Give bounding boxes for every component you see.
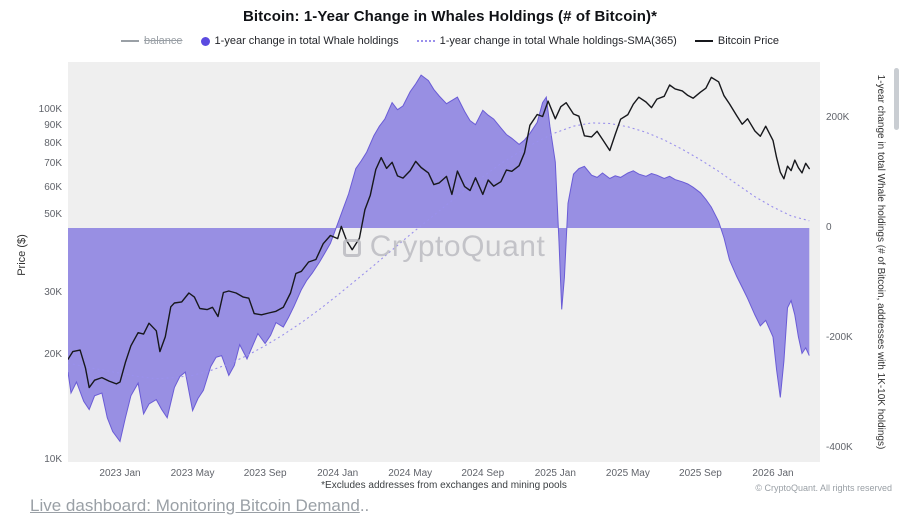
legend-item-label: Bitcoin Price xyxy=(717,35,779,47)
right-axis-tick-label: -200K xyxy=(826,332,853,343)
right-axis-tick-label: 0 xyxy=(826,222,832,233)
left-axis-tick-label: 90K xyxy=(44,120,62,131)
legend-dot-marker-icon xyxy=(200,36,210,46)
legend-line-marker-icon xyxy=(121,40,139,42)
legend: balance 1-year change in total Whale hold… xyxy=(0,33,900,49)
left-axis-tick-label: 100K xyxy=(38,104,62,115)
right-axis-tick-label: -400K xyxy=(826,442,853,453)
x-axis-tick-label: 2024 Sep xyxy=(461,468,505,479)
left-axis-tick-label: 80K xyxy=(44,137,62,149)
x-axis-tick-label: 2025 Sep xyxy=(679,468,722,479)
x-axis-tick-label: 2025 May xyxy=(605,468,650,479)
x-axis-tick-label: 2023 May xyxy=(170,468,215,479)
x-axis-tick-label: 2023 Jan xyxy=(99,468,141,479)
legend-item[interactable]: Bitcoin Price xyxy=(694,35,779,47)
left-axis-tick-label: 10K xyxy=(44,454,62,465)
x-axis-tick-label: 2024 Jan xyxy=(317,468,359,479)
legend-item[interactable]: 1-year change in total Whale holdings xyxy=(200,35,399,47)
left-axis-title: Price ($) xyxy=(16,234,28,276)
left-axis-tick-label: 20K xyxy=(44,348,62,360)
live-dashboard-link-text: Live dashboard: Monitoring Bitcoin Deman… xyxy=(30,496,360,515)
legend-dotted-line-marker-icon xyxy=(416,40,435,42)
left-axis-tick-label: 50K xyxy=(44,209,62,221)
left-axis-tick-label: 30K xyxy=(44,287,62,298)
legend-item[interactable]: balance xyxy=(121,35,183,47)
right-axis-tick-label: 200K xyxy=(826,112,850,123)
legend-item-label: 1-year change in total Whale holdings xyxy=(214,35,399,47)
live-dashboard-link-suffix: .. xyxy=(359,496,370,515)
legend-line-marker-icon xyxy=(694,40,713,42)
whale-change-area xyxy=(68,75,810,442)
legend-item[interactable]: 1-year change in total Whale holdings-SM… xyxy=(416,35,677,47)
x-axis-tick-label: 2025 Jan xyxy=(534,468,576,479)
legend-item-label: 1-year change in total Whale holdings-SM… xyxy=(439,35,677,47)
bitcoin-price-line xyxy=(68,76,810,389)
copyright-notice: © CryptoQuant. All rights reserved xyxy=(755,483,892,493)
chart-title: Bitcoin: 1-Year Change in Whales Holding… xyxy=(242,8,658,25)
left-axis-tick-label: 70K xyxy=(44,158,62,170)
x-axis-tick-label: 2024 May xyxy=(388,468,433,479)
legend-item-label: balance xyxy=(144,35,183,47)
live-dashboard-link[interactable]: Live dashboard: Monitoring Bitcoin Deman… xyxy=(30,496,369,516)
x-axis-tick-label: 2023 Sep xyxy=(243,468,287,479)
plot-svg[interactable] xyxy=(68,62,820,462)
x-axis-tick-label: 2026 Jan xyxy=(752,468,794,479)
right-axis-title: 1-year change in total Whale holdings (#… xyxy=(875,74,886,450)
left-axis-tick-label: 60K xyxy=(44,181,62,193)
chart-footnote: *Excludes addresses from exchanges and m… xyxy=(321,480,567,491)
whale-change-outline xyxy=(68,74,810,443)
scrollbar-thumb[interactable] xyxy=(894,68,899,130)
